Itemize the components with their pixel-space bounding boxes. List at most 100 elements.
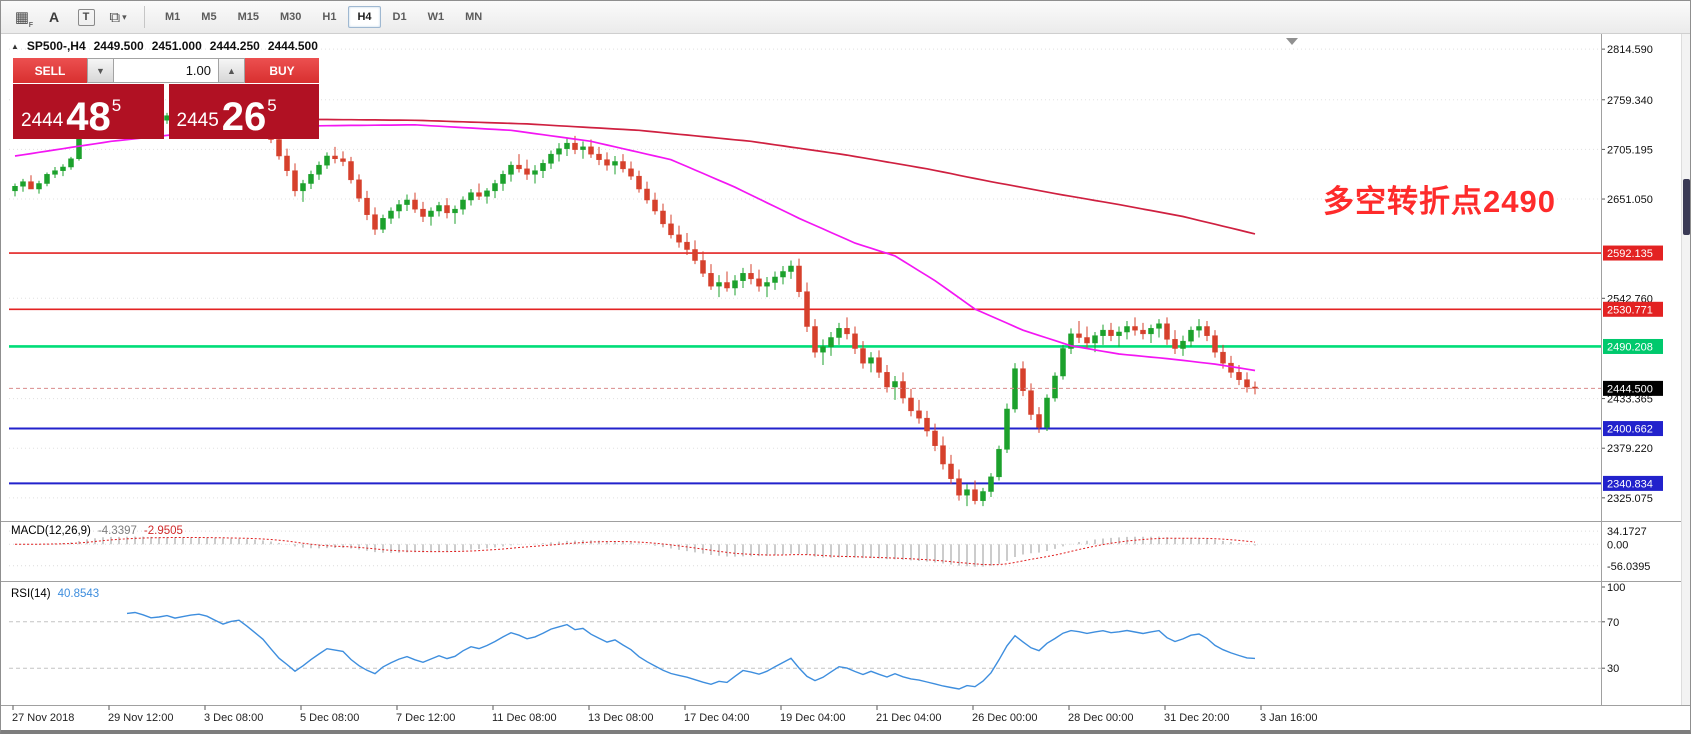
macd-name: MACD(12,26,9)	[11, 525, 91, 537]
time-axis-label: 28 Dec 00:00	[1068, 712, 1133, 724]
timeframe-button-m5[interactable]: M5	[192, 6, 225, 28]
price-axis-label: 2759.340	[1607, 95, 1653, 107]
macd-signal-line	[14, 537, 1256, 566]
grid-glyph: ▦	[14, 9, 30, 26]
time-axis-label: 3 Jan 16:00	[1260, 712, 1318, 724]
current-price-badge: 2444.500	[1603, 380, 1663, 396]
annotate-a-icon[interactable]: A	[39, 4, 69, 30]
price-axis-label: 2705.195	[1607, 144, 1653, 156]
time-axis-label: 13 Dec 08:00	[588, 712, 653, 724]
macd-histogram	[22, 536, 1256, 567]
rsi-name: RSI(14)	[11, 588, 51, 600]
svg-text:2592.135: 2592.135	[1607, 248, 1653, 260]
timeframe-button-h1[interactable]: H1	[313, 6, 345, 28]
layers-glyph: ⧉	[109, 8, 121, 26]
price-axis-label: 2325.075	[1607, 493, 1653, 505]
price-axis-label: 2651.050	[1607, 194, 1653, 206]
timeframe-button-h4[interactable]: H4	[348, 6, 381, 28]
price-badge-2490.208: 2490.208	[1603, 338, 1663, 354]
rsi-indicator-label: RSI(14) 40.8543	[11, 588, 99, 600]
sell-price-pipette: 5	[111, 96, 122, 115]
time-axis-label: 3 Dec 08:00	[204, 712, 263, 724]
time-axis-label: 5 Dec 08:00	[300, 712, 359, 724]
chart-header: ▲ SP500-,H4 2449.500 2451.000 2444.250 2…	[11, 39, 318, 53]
macd-indicator-label: MACD(12,26,9) -4.3397 -2.9505	[11, 525, 183, 537]
ohlc-close: 2444.500	[267, 39, 318, 53]
chart-symbol-label: SP500-,H4	[26, 39, 86, 53]
time-axis-label: 7 Dec 12:00	[396, 712, 455, 724]
letter-t-glyph: T	[77, 8, 95, 26]
time-axis: 27 Nov 2018 29 Nov 12:00 3 Dec 08:00 5 Dec …	[12, 705, 1318, 724]
sell-button[interactable]: SELL	[13, 58, 87, 83]
ma-slow-line	[302, 118, 1256, 235]
oneclick-collapse-arrow[interactable]: ▲	[11, 41, 19, 51]
sell-price-box[interactable]: 2444 48 5	[13, 84, 164, 139]
timeframe-button-m1[interactable]: M1	[156, 6, 189, 28]
time-axis-label: 17 Dec 04:00	[684, 712, 749, 724]
templates-badge: F	[28, 22, 33, 29]
time-axis-label: 19 Dec 04:00	[780, 712, 845, 724]
text-tool-icon[interactable]: T	[71, 4, 101, 30]
chart-shift-marker-icon[interactable]	[1286, 38, 1298, 45]
volume-up-button[interactable]: ▲	[218, 58, 245, 83]
timeframe-button-d1[interactable]: D1	[384, 6, 416, 28]
macd-axis-label: -56.0395	[1607, 561, 1650, 573]
chevron-down-icon: ▾	[122, 11, 127, 22]
price-badge-2592.135: 2592.135	[1603, 245, 1663, 261]
rsi-gridlines: 100 70 30	[9, 582, 1625, 675]
svg-text:2490.208: 2490.208	[1607, 341, 1653, 353]
macd-main-value: -4.3397	[97, 525, 137, 537]
toolbar-separator	[144, 6, 145, 28]
price-axis-label: 2814.590	[1607, 44, 1653, 56]
svg-text:2530.771: 2530.771	[1607, 304, 1653, 316]
volume-input[interactable]	[114, 58, 218, 83]
buy-price-int: 2445	[176, 110, 219, 131]
price-axis-label: 2433.365	[1607, 394, 1653, 406]
buy-price-pips: 26	[221, 95, 267, 140]
timeframe-button-m15[interactable]: M15	[229, 6, 268, 28]
buy-price-box[interactable]: 2445 26 5	[168, 84, 319, 140]
timeframe-button-w1[interactable]: W1	[419, 6, 454, 28]
objects-icon[interactable]: ⧉ ▾	[103, 4, 133, 30]
ohlc-open: 2449.500	[93, 39, 144, 53]
timeframe-button-mn[interactable]: MN	[456, 6, 491, 28]
templates-icon[interactable]: ▦ F	[7, 4, 37, 30]
chart-annotation-text: 多空转折点2490	[1323, 184, 1556, 219]
time-axis-label: 21 Dec 04:00	[876, 712, 941, 724]
time-axis-label: 27 Nov 2018	[12, 712, 74, 724]
time-axis-label: 26 Dec 00:00	[972, 712, 1037, 724]
rsi-line	[126, 611, 1256, 690]
buy-price-pipette: 5	[267, 96, 277, 115]
price-badge-2340.834: 2340.834	[1603, 475, 1663, 491]
rsi-axis-label: 30	[1607, 663, 1619, 675]
timeframe-group: M1 M5 M15 M30 H1 H4 D1 W1 MN	[156, 6, 491, 28]
sell-price-pips: 48	[66, 95, 111, 140]
svg-text:2444.500: 2444.500	[1607, 383, 1653, 395]
timeframe-button-m30[interactable]: M30	[271, 6, 310, 28]
buy-button[interactable]: BUY	[245, 58, 319, 83]
macd-signal-value: -2.9505	[143, 525, 183, 537]
macd-axis-label: 0.00	[1607, 539, 1628, 551]
letter-a-glyph: A	[48, 9, 60, 25]
price-axis-label: 2379.220	[1607, 443, 1653, 455]
price-gridlines: 2814.5902759.3402705.1952651.0502542.760…	[9, 44, 1653, 505]
ohlc-high: 2451.000	[151, 39, 202, 53]
time-axis-label: 11 Dec 08:00	[492, 712, 557, 724]
volume-down-button[interactable]: ▼	[87, 58, 114, 83]
rsi-axis-label: 100	[1607, 582, 1625, 594]
rsi-value: 40.8543	[57, 588, 100, 600]
scrollbar-thumb[interactable]	[1683, 179, 1690, 235]
time-axis-label: 29 Nov 12:00	[108, 712, 173, 724]
ohlc-low: 2444.250	[209, 39, 260, 53]
one-click-trading-panel: SELL ▼ ▲ BUY 2444 48 5 2445 26 5	[13, 58, 319, 139]
rsi-axis-label: 70	[1607, 617, 1619, 629]
time-axis-label: 31 Dec 20:00	[1164, 712, 1229, 724]
svg-text:2400.662: 2400.662	[1607, 424, 1653, 436]
price-badge-2400.662: 2400.662	[1603, 421, 1663, 437]
svg-text:2340.834: 2340.834	[1607, 478, 1653, 490]
macd-axis-label: 34.1727	[1607, 526, 1647, 538]
candles	[12, 101, 1258, 507]
vertical-scrollbar	[1681, 33, 1690, 705]
